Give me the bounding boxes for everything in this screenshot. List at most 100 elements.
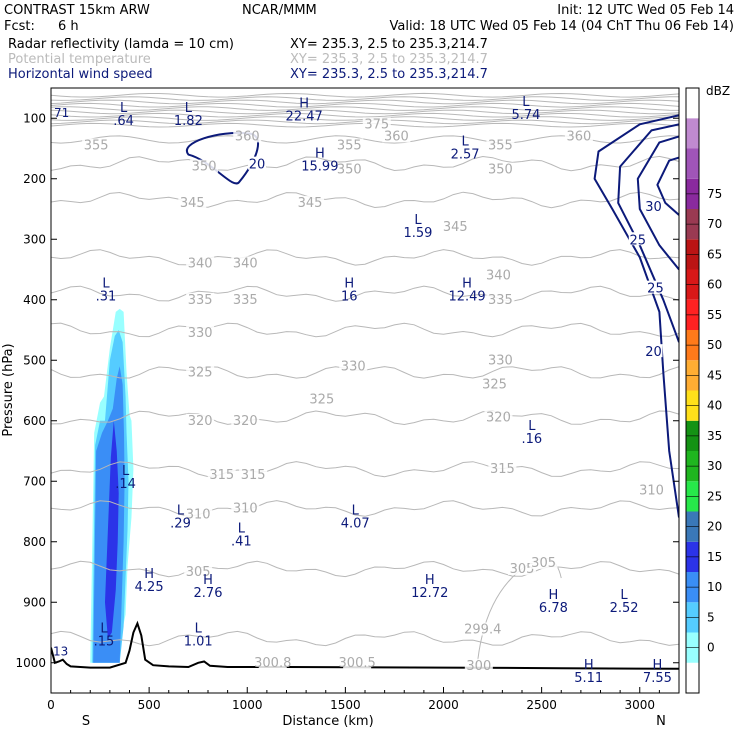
theta-contours <box>51 92 679 669</box>
colorbar-segment <box>686 148 699 179</box>
extremum-value: .41 <box>231 535 252 550</box>
colorbar-segment <box>686 662 699 693</box>
valid-time: Valid: 18 UTC Wed 05 Feb 14 (04 ChT Thu … <box>389 19 734 34</box>
theta-contour-line <box>51 92 679 98</box>
theta-label-bg <box>468 622 497 636</box>
extremum-value: 4.07 <box>341 517 370 532</box>
theta-contour-line <box>51 102 679 108</box>
wind-contours <box>185 114 679 518</box>
theta-contour-label: 320 <box>233 414 258 429</box>
theta-contour-line <box>51 249 679 266</box>
field-xy-theta: XY= 235.3, 2.5 to 235.3,214.7 <box>290 52 488 67</box>
theta-label-bg <box>508 561 536 575</box>
extremum-value: 1.01 <box>184 635 213 650</box>
theta-contour-label: 300 <box>466 659 491 674</box>
theta-contour-label: 340 <box>233 256 258 271</box>
theta-label-bg <box>258 655 287 669</box>
wind-contour-label: 20 <box>645 345 662 360</box>
extremum-value: 22.47 <box>286 109 323 124</box>
colorbar-tick-label: 25 <box>707 489 722 503</box>
theta-label-bg <box>231 501 260 515</box>
theta-label-bg <box>307 392 336 406</box>
colorbar-tick-label: 55 <box>707 308 722 322</box>
extremum-value: 1.82 <box>174 114 203 129</box>
theta-contour-label: 330 <box>488 353 513 368</box>
wind-label-bg <box>646 280 665 294</box>
theta-contour-label: 305 <box>531 556 556 571</box>
theta-label-bg <box>186 413 215 427</box>
extremum-marker: H <box>344 277 354 292</box>
colorbar-tick-label: 35 <box>707 429 722 443</box>
extremum-value: 7.55 <box>643 671 672 686</box>
theta-contour-label: 355 <box>337 138 362 153</box>
theta-contour-label: 335 <box>188 293 213 308</box>
colorbar-tick-label: 45 <box>707 368 722 382</box>
colorbar-tick-label: 75 <box>707 187 722 201</box>
center-label: NCAR/MMM <box>242 3 317 18</box>
wind-label-bg <box>644 198 663 212</box>
edge-label: 13 <box>53 645 68 659</box>
theta-label-bg <box>186 326 215 340</box>
theta-contour-label: 325 <box>482 377 507 392</box>
theta-label-bg <box>233 129 262 143</box>
theta-label-bg <box>335 138 364 152</box>
wind-speed-contour <box>656 156 679 216</box>
edge-label: 71 <box>54 106 69 120</box>
theta-contour-label: 300.8 <box>254 656 291 671</box>
extremum-marker: H <box>299 96 309 111</box>
y-tick-label: 300 <box>23 232 46 246</box>
plot-frame <box>50 87 680 694</box>
field-xy-reflectivity: XY= 235.3, 2.5 to 235.3,214.7 <box>290 37 488 52</box>
theta-contour-line <box>51 322 679 338</box>
wind-label-bg <box>644 344 663 358</box>
wind-label-bg <box>628 232 647 246</box>
axes: 0 500 1000 1500 2000 2500 3000 100 200 300 400 500 6… <box>15 111 680 712</box>
theta-label-bg <box>178 195 207 209</box>
extremum-marker: L <box>461 134 469 149</box>
colorbar-title: dBZ <box>706 84 730 98</box>
extremum-value: 15.99 <box>301 160 338 175</box>
y-tick-label: 1000 <box>15 656 46 670</box>
extremum-marker: L <box>122 464 130 479</box>
theta-contour-line <box>51 500 679 517</box>
x-tick-label: 2000 <box>428 698 459 712</box>
colorbar-tick-label: 0 <box>707 641 715 655</box>
x-tick-label: 2500 <box>526 698 557 712</box>
theta-contour-label: 310 <box>639 483 664 498</box>
extremum-value: .29 <box>170 517 191 532</box>
extremum-marker: L <box>238 522 246 537</box>
theta-label-bg <box>564 129 593 143</box>
theta-contour-label: 340 <box>188 256 213 271</box>
wind-contour-label: 30 <box>645 200 662 215</box>
theta-label-bg <box>186 365 215 379</box>
theta-contour-line <box>51 96 679 101</box>
y-tick-label: 900 <box>23 595 46 609</box>
theta-contour-label: 325 <box>309 393 334 408</box>
theta-label-bg <box>480 377 509 391</box>
theta-label-bg <box>441 220 470 234</box>
theta-label-bg <box>488 462 517 476</box>
theta-contour-label: 310 <box>233 501 258 516</box>
theta-contour-line <box>51 630 679 647</box>
extremum-value: .64 <box>113 114 134 129</box>
extremum-marker: L <box>195 622 203 637</box>
theta-contour-label: 360 <box>384 129 409 144</box>
colorbar-tick-label: 50 <box>707 338 722 352</box>
theta-contour-label: 375 <box>364 117 389 132</box>
theta-label-bg <box>231 292 260 306</box>
colorbar-tick-label: 10 <box>707 580 722 594</box>
wind-speed-contour <box>593 114 679 518</box>
colorbar-segment <box>686 88 699 119</box>
extremum-value: 16 <box>341 290 358 305</box>
theta-label-bg <box>296 195 325 209</box>
y-tick-label: 700 <box>23 474 46 488</box>
wind-speed-contour <box>617 123 679 343</box>
theta-contour-label: 350 <box>192 160 217 175</box>
colorbar-segment <box>686 118 699 149</box>
init-time: Init: 12 UTC Wed 05 Feb 14 <box>557 3 734 18</box>
field-xy-wind: XY= 235.3, 2.5 to 235.3,214.7 <box>290 67 488 82</box>
extremum-value: 2.57 <box>451 147 480 162</box>
theta-label-bg <box>231 413 260 427</box>
theta-label-bg <box>231 256 260 270</box>
theta-contour-label: 345 <box>180 196 205 211</box>
